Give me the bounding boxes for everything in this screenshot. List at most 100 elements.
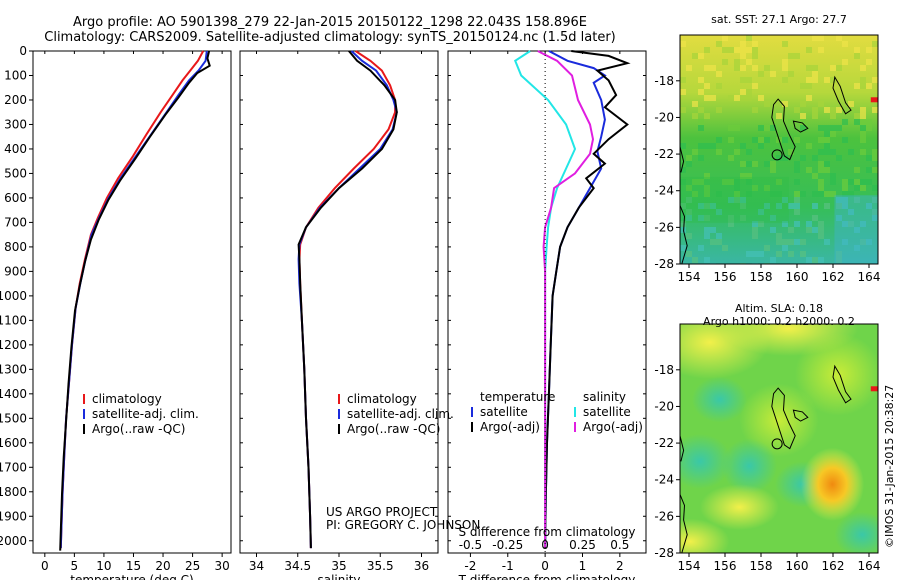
sst-pixel: [818, 221, 824, 227]
sst-pixel: [860, 77, 866, 83]
depth-tick-label: 1000: [0, 289, 27, 303]
depth-tick-label: 400: [4, 142, 27, 156]
sst-pixel: [800, 155, 806, 161]
sst-pixel: [728, 197, 734, 203]
temperature-profile-series-climatology: [59, 50, 205, 549]
legend-label: satellite-adj. clim.: [347, 407, 454, 421]
lat-tick-label: -24: [654, 473, 674, 487]
sst-pixel: [788, 203, 794, 209]
sst-pixel: [812, 191, 818, 197]
sst-pixel: [806, 227, 812, 233]
top-x-tick-label: -0.25: [492, 538, 523, 552]
x-tick-label: 1: [579, 559, 587, 573]
sst-pixel: [692, 149, 698, 155]
sst-pixel: [866, 125, 872, 131]
sst-pixel: [752, 161, 758, 167]
sst-pixel: [740, 89, 746, 95]
sst-pixel: [776, 251, 782, 257]
sst-pixel: [692, 113, 698, 119]
depth-tick-label: 1300: [0, 362, 27, 376]
sst-pixel: [716, 233, 722, 239]
temperature-profile-series-argo-raw-qc-: [59, 50, 211, 551]
sst-pixel: [812, 155, 818, 161]
sst-pixel: [860, 221, 866, 227]
sst-pixel: [860, 131, 866, 137]
sst-pixel: [794, 167, 800, 173]
sst-pixel: [788, 227, 794, 233]
sst-pixel: [680, 203, 686, 209]
sst-pixel: [824, 137, 830, 143]
lon-tick-label: 160: [786, 559, 809, 573]
x-tick-label: 34.5: [284, 559, 311, 573]
sst-pixel: [866, 167, 872, 173]
sst-pixel: [788, 251, 794, 257]
sst-pixel: [758, 71, 764, 77]
sst-pixel: [854, 167, 860, 173]
sst-pixel: [746, 59, 752, 65]
legend-label: climatology: [92, 392, 162, 406]
sst-pixel: [824, 167, 830, 173]
map-panels: 154 156 158 160 162 164 -18 -20 -22 -24 -26 -28 sat.…: [654, 13, 880, 573]
sst-pixel: [866, 203, 872, 209]
sst-pixel: [752, 107, 758, 113]
sst-pixel: [836, 251, 842, 257]
sst-pixel: [680, 227, 686, 233]
sst-pixel: [782, 101, 788, 107]
sst-pixel: [704, 173, 710, 179]
sst-pixel: [800, 191, 806, 197]
sst-pixel: [680, 245, 686, 251]
sst-pixel: [842, 197, 848, 203]
depth-tick-label: 1100: [0, 313, 27, 327]
sst-pixel: [830, 107, 836, 113]
sst-pixel: [854, 197, 860, 203]
sst-pixel: [860, 113, 866, 119]
sla-anomaly: [834, 511, 878, 553]
sst-band: [680, 176, 789, 223]
sst-pixel: [716, 83, 722, 89]
sst-pixel: [698, 53, 704, 59]
sst-pixel: [824, 203, 830, 209]
sst-pixel: [812, 203, 818, 209]
x-tick-label: -2: [464, 559, 476, 573]
sst-pixel: [794, 107, 800, 113]
sst-pixel: [806, 65, 812, 71]
sst-pixel: [722, 179, 728, 185]
sst-pixel: [770, 215, 776, 221]
sst-pixel: [704, 65, 710, 71]
sst-pixel: [698, 89, 704, 95]
sla-anomaly: [800, 447, 865, 521]
sst-pixel: [722, 59, 728, 65]
sst-pixel: [746, 173, 752, 179]
sst-pixel: [704, 83, 710, 89]
sst-pixel: [872, 41, 878, 47]
sst-pixel: [770, 257, 776, 263]
sst-pixel: [728, 179, 734, 185]
legend-label: Argo(..raw -QC): [92, 422, 185, 436]
sst-pixel: [728, 125, 734, 131]
sst-pixel: [830, 125, 836, 131]
sst-pixel: [752, 53, 758, 59]
sst-pixel: [686, 185, 692, 191]
sst-pixel: [872, 107, 878, 113]
sst-map-title: sat. SST: 27.1 Argo: 27.7: [711, 13, 847, 26]
sst-pixel: [830, 149, 836, 155]
sst-pixel: [740, 161, 746, 167]
sla-map-title: Altim. SLA: 0.18: [735, 302, 823, 315]
vanuatu-marker: [870, 97, 878, 103]
sst-pixel: [824, 239, 830, 245]
sst-pixel: [752, 251, 758, 257]
depth-tick-label: 200: [4, 93, 27, 107]
x-tick-label: 2: [616, 559, 624, 573]
project-annotation: US ARGO PROJECT: [326, 505, 438, 519]
depth-tick-label: 500: [4, 166, 27, 180]
sst-pixel: [698, 77, 704, 83]
sst-pixel: [776, 233, 782, 239]
sst-pixel: [698, 125, 704, 131]
sst-pixel: [716, 149, 722, 155]
sst-pixel: [728, 137, 734, 143]
sst-pixel: [740, 95, 746, 101]
sst-pixel: [740, 53, 746, 59]
x-tick-label: 30: [214, 559, 229, 573]
sst-pixel: [746, 149, 752, 155]
